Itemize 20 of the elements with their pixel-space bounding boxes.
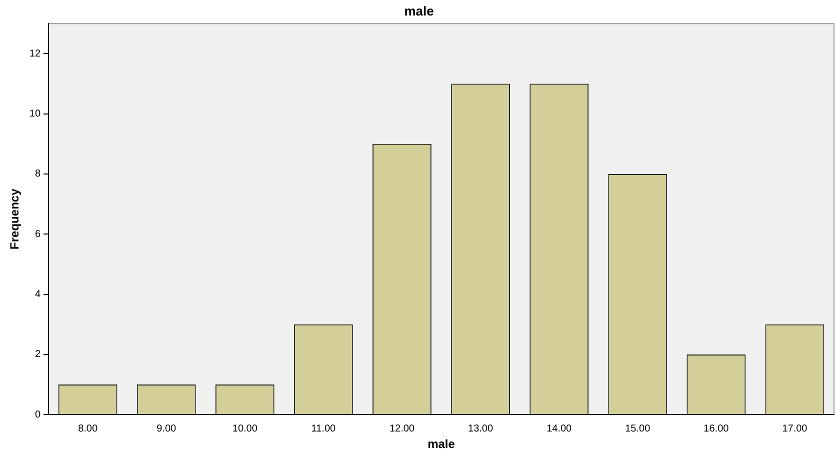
- y-tick-label: 4: [34, 289, 41, 300]
- y-axis-title: Frequency: [8, 188, 22, 250]
- y-tick-label: 6: [34, 228, 41, 240]
- x-tick-label: 9.00: [156, 423, 177, 434]
- x-tick-label: 11.00: [311, 423, 336, 434]
- y-tick-label: 2: [34, 349, 41, 360]
- x-tick-label: 12.00: [389, 423, 415, 434]
- chart-title: male: [404, 3, 434, 18]
- x-tick-label: 17.00: [782, 423, 808, 434]
- y-tick-label: 8: [34, 168, 41, 180]
- x-tick-label: 14.00: [546, 423, 572, 434]
- x-tick-label: 10.00: [232, 423, 258, 434]
- x-axis-title: male: [428, 437, 456, 452]
- y-tick-label: 12: [29, 48, 41, 60]
- x-tick-label: 8.00: [78, 423, 98, 434]
- x-tick-label: 13.00: [468, 423, 494, 434]
- x-tick-label: 15.00: [625, 423, 651, 434]
- x-tick-label: 16.00: [704, 423, 730, 434]
- y-tick-label: 10: [29, 108, 41, 120]
- y-tick-label: 0: [34, 409, 41, 420]
